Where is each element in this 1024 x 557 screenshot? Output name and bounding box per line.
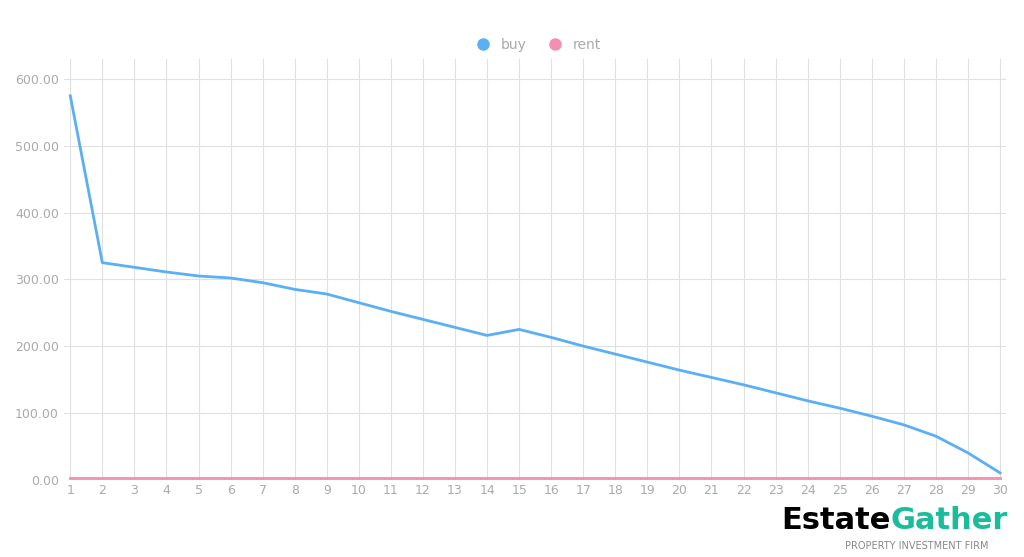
Legend: buy, rent: buy, rent [464,32,606,57]
Text: PROPERTY INVESTMENT FIRM: PROPERTY INVESTMENT FIRM [845,541,988,551]
Text: Estate: Estate [781,506,891,535]
Text: Gather: Gather [891,506,1009,535]
